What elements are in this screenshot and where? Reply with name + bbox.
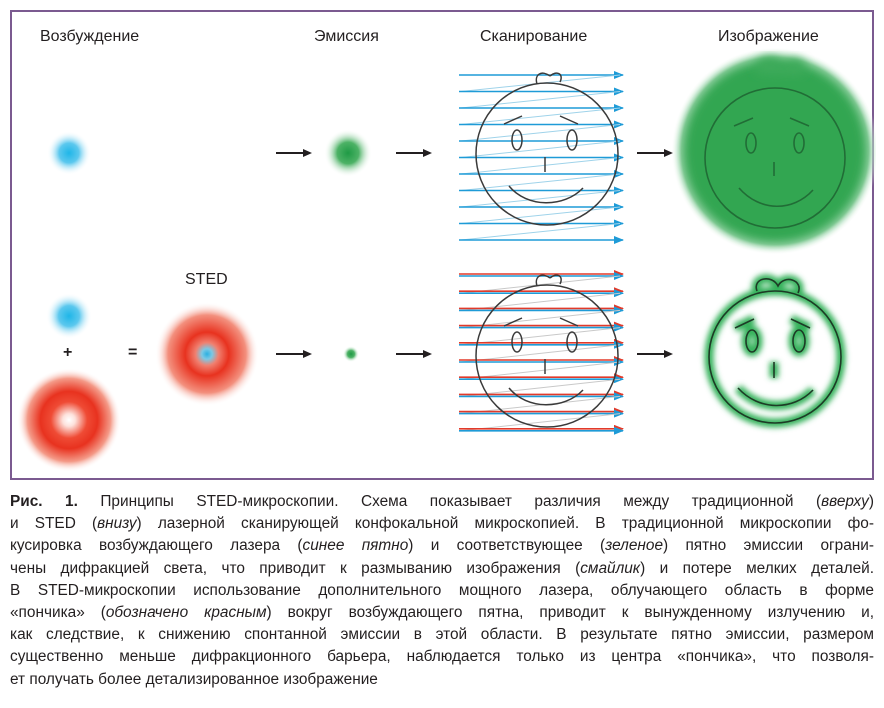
header-excitation: Возбуждение xyxy=(40,28,140,45)
caption-line: чены дифракцией света, что приводит к ра… xyxy=(10,559,875,577)
scanning-pattern-bottom xyxy=(459,270,624,435)
caption-line: существенно меньше дифракционного барьер… xyxy=(10,648,874,666)
scan-return-line xyxy=(460,190,621,208)
scanning-pattern-top xyxy=(459,71,624,244)
scan-return-line xyxy=(460,223,621,241)
header-image: Изображение xyxy=(718,28,819,45)
image-sharp-smiley xyxy=(704,274,846,428)
header-scanning: Сканирование xyxy=(480,28,588,45)
figure-graphics xyxy=(17,47,876,472)
arrow-icon xyxy=(396,350,432,358)
emission-spot-green xyxy=(324,129,372,177)
scan-return-line xyxy=(460,124,621,142)
scan-return-line xyxy=(460,378,621,397)
figure-caption: Рис. 1. Принципы STED-микроскопии. Схема… xyxy=(10,491,874,691)
scan-return-line xyxy=(460,107,621,125)
plus-sign: + xyxy=(63,344,73,361)
smiley-outline xyxy=(475,274,619,428)
image-blurred-smiley xyxy=(671,47,876,255)
scan-return-line xyxy=(460,292,621,311)
scan-return-line xyxy=(460,344,621,363)
scan-return-line xyxy=(460,413,621,432)
sted-depletion-donut xyxy=(17,368,121,472)
sted-figure: Возбуждение Эмиссия Сканирование Изображ… xyxy=(10,10,876,480)
scan-return-line xyxy=(460,309,621,329)
sted-combined-spot xyxy=(155,302,259,406)
caption-line: В STED-микроскопии использование дополни… xyxy=(10,581,874,599)
caption-line: Рис. 1. Принципы STED-микроскопии. Схема… xyxy=(10,493,874,510)
caption-line: и STED (внизу) лазерной сканирующей конф… xyxy=(10,515,874,533)
arrow-icon xyxy=(396,149,432,157)
arrow-icon xyxy=(276,149,312,157)
equals-sign: = xyxy=(128,344,138,361)
figure-number: Рис. 1. xyxy=(10,493,78,510)
sted-emission-spot-small xyxy=(343,346,359,362)
caption-line: ет получать более детализированное изобр… xyxy=(10,670,378,688)
sted-label: STED xyxy=(185,271,228,288)
scan-return-line xyxy=(460,173,621,191)
arrow-icon xyxy=(637,149,673,157)
scan-return-line xyxy=(460,206,621,224)
scan-return-line xyxy=(460,327,621,346)
caption-line: кусировка возбуждающего лазера (синее пя… xyxy=(10,537,874,555)
arrow-icon xyxy=(276,350,312,358)
excitation-spot-blue xyxy=(47,131,91,175)
caption-line: «пончика» (обозначено красным) вокруг во… xyxy=(10,604,875,622)
smiley-outline xyxy=(475,72,619,226)
header-emission: Эмиссия xyxy=(314,28,379,45)
arrow-icon xyxy=(637,350,673,358)
scan-return-line xyxy=(460,91,621,109)
caption-line: как следствие, к снижению спонтанной эми… xyxy=(10,626,874,644)
scan-return-line xyxy=(460,140,621,158)
scan-return-line xyxy=(460,361,621,380)
sted-excitation-spot-blue xyxy=(46,293,92,339)
scan-return-line xyxy=(460,157,621,175)
